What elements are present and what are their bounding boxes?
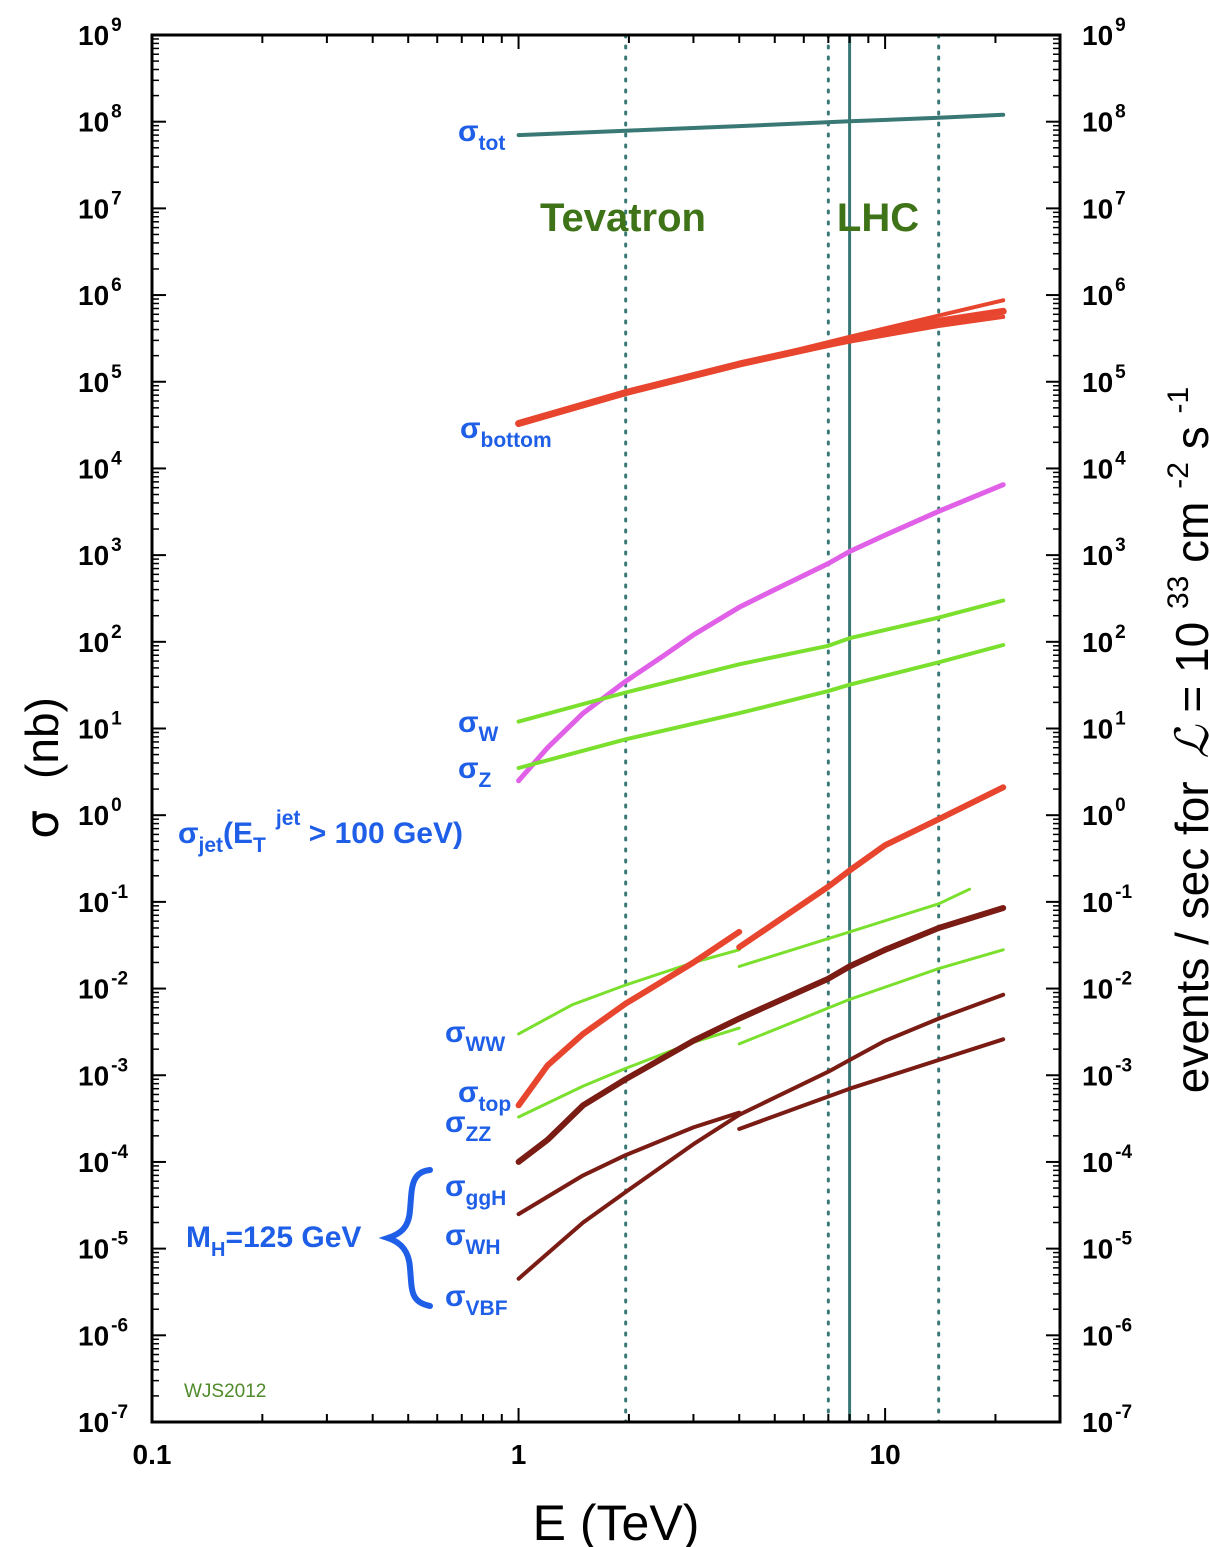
axes-frame	[150, 33, 1062, 1424]
series-line-6	[516, 643, 1006, 770]
y2-axis-expm1: -1	[1162, 387, 1195, 414]
y-tick-label-left: 10 -2	[78, 969, 128, 1005]
y-tick-label-right: 10 -7	[1082, 1402, 1132, 1438]
y-tick-label-right: 10 7	[1082, 188, 1126, 224]
series-line-9	[515, 928, 743, 1109]
y-tick-label-left: 10 1	[78, 709, 122, 745]
label-sigma-tot: σtot	[458, 115, 505, 155]
series-line-12	[737, 948, 1005, 1046]
credit-label: WJS2012	[184, 1381, 266, 1402]
y2-axis-s: s	[1166, 426, 1210, 449]
series-line-15	[737, 1037, 1006, 1131]
label-sigma-vbf: σVBF	[445, 1280, 508, 1320]
label-sigma-wh: σWH	[445, 1219, 501, 1259]
y-tick-label-right: 10 -2	[1082, 969, 1132, 1005]
y-tick-label-right: 10 1	[1082, 709, 1126, 745]
series-line-11	[517, 1026, 741, 1119]
label-sigma-bottom: σbottom	[460, 412, 552, 452]
x-tick-label: 0.1	[133, 1439, 172, 1470]
y-tick-label-left: 10 5	[78, 362, 122, 398]
x-tick-label: 10	[870, 1439, 901, 1470]
series-line-5	[516, 598, 1006, 724]
y-tick-label-left: 10 -5	[78, 1229, 128, 1265]
series-line-7	[517, 948, 741, 1036]
y-tick-label-right: 10 -6	[1082, 1315, 1132, 1351]
y2-axis-L: ℒ	[1165, 725, 1210, 759]
x-axis-title: E (TeV)	[533, 1495, 700, 1547]
higgs-mass-label: MH=125 GeV	[186, 1221, 361, 1261]
svg-text:σ (nb): σ (nb)	[15, 697, 69, 839]
y-tick-label-left: 10 -1	[78, 882, 128, 918]
y-tick-label-left: 10 3	[78, 535, 122, 571]
y-tick-label-left: 10 -4	[78, 1142, 128, 1178]
label-sigma-z: σZ	[458, 752, 492, 792]
lhc-label: LHC	[837, 196, 919, 240]
y-tick-label-right: 10 6	[1082, 275, 1126, 311]
higgs-brace	[378, 1167, 433, 1309]
y-axis-unit: (nb)	[16, 697, 68, 779]
series-layer	[515, 112, 1007, 1281]
y-tick-label-right: 10 4	[1082, 448, 1126, 484]
series-line-8	[737, 887, 972, 968]
y-tick-label-left: 10 4	[78, 448, 122, 484]
y-tick-label-right: 10 -3	[1082, 1055, 1132, 1091]
series-line-4	[516, 482, 1006, 784]
series-line-16	[516, 992, 1006, 1281]
y2-axis-expm2: -2	[1162, 462, 1195, 489]
y-tick-label-left: 10 0	[78, 795, 122, 831]
label-sigma-ww: σWW	[445, 1016, 505, 1056]
y2-axis-cm: cm	[1166, 502, 1210, 563]
tevatron-label: Tevatron	[540, 196, 706, 240]
label-sigma-top: σtop	[458, 1076, 511, 1116]
y-axis-sigma: σ	[15, 810, 69, 839]
y2-axis-exp33: 33	[1162, 576, 1195, 609]
label-sigma-zz: σZZ	[445, 1106, 491, 1146]
y-tick-label-left: 10 2	[78, 622, 122, 658]
series-line-14	[516, 1110, 742, 1217]
y2-axis-eq: = 10	[1166, 622, 1210, 713]
y-tick-label-left: 10 -7	[78, 1402, 128, 1438]
y-tick-label-right: 10 0	[1082, 795, 1126, 831]
y-tick-label-right: 10 8	[1082, 102, 1126, 138]
tick-marks	[151, 34, 1061, 1423]
label-sigma-w: σW	[458, 706, 499, 746]
y-axis-title: σ (nb)	[15, 697, 69, 839]
y-tick-label-right: 10 -1	[1082, 882, 1132, 918]
series-line-2	[737, 298, 1006, 367]
y-tick-label-left: 10 -3	[78, 1055, 128, 1091]
y2-axis-title: events / sec for ℒ = 10 33 cm -2 s -1	[1146, 387, 1210, 1093]
y-tick-label-right: 10 -5	[1082, 1229, 1132, 1265]
y2-axis-main: events / sec for	[1166, 781, 1210, 1093]
series-line-3	[737, 314, 1006, 367]
x-tick-label: 1	[511, 1439, 527, 1470]
series-line-13	[515, 905, 1007, 1165]
label-sigma-jet: σjet(ETjet > 100 GeV)	[178, 807, 463, 857]
plot-frame	[150, 33, 1062, 1424]
y-tick-label-left: 10 9	[78, 15, 122, 51]
y-tick-label-left: 10 7	[78, 188, 122, 224]
label-sigma-ggh: σggH	[445, 1170, 506, 1210]
tick-labels: 0.1 1 10 10 -7 10-7 10-6 10-6 10-5 10-5 10-4 10 -4 10…	[78, 15, 1132, 1470]
y-tick-label-right: 10 3	[1082, 535, 1126, 571]
y-tick-label-right: 10 2	[1082, 622, 1126, 658]
y-tick-label-right: 10 9	[1082, 15, 1126, 51]
y-tick-label-right: 10 -4	[1082, 1142, 1132, 1178]
y-tick-label-right: 10 5	[1082, 362, 1126, 398]
series-line-0	[516, 112, 1006, 138]
y-tick-label-left: 10 8	[78, 102, 122, 138]
y-tick-label-left: 10 -6	[78, 1315, 128, 1351]
y-tick-label-left: 10 6	[78, 275, 122, 311]
series-line-10	[736, 784, 1007, 951]
svg-text:events / sec for ℒ: events / sec for ℒ = 10 33 cm -2 s -1	[1146, 387, 1210, 1093]
